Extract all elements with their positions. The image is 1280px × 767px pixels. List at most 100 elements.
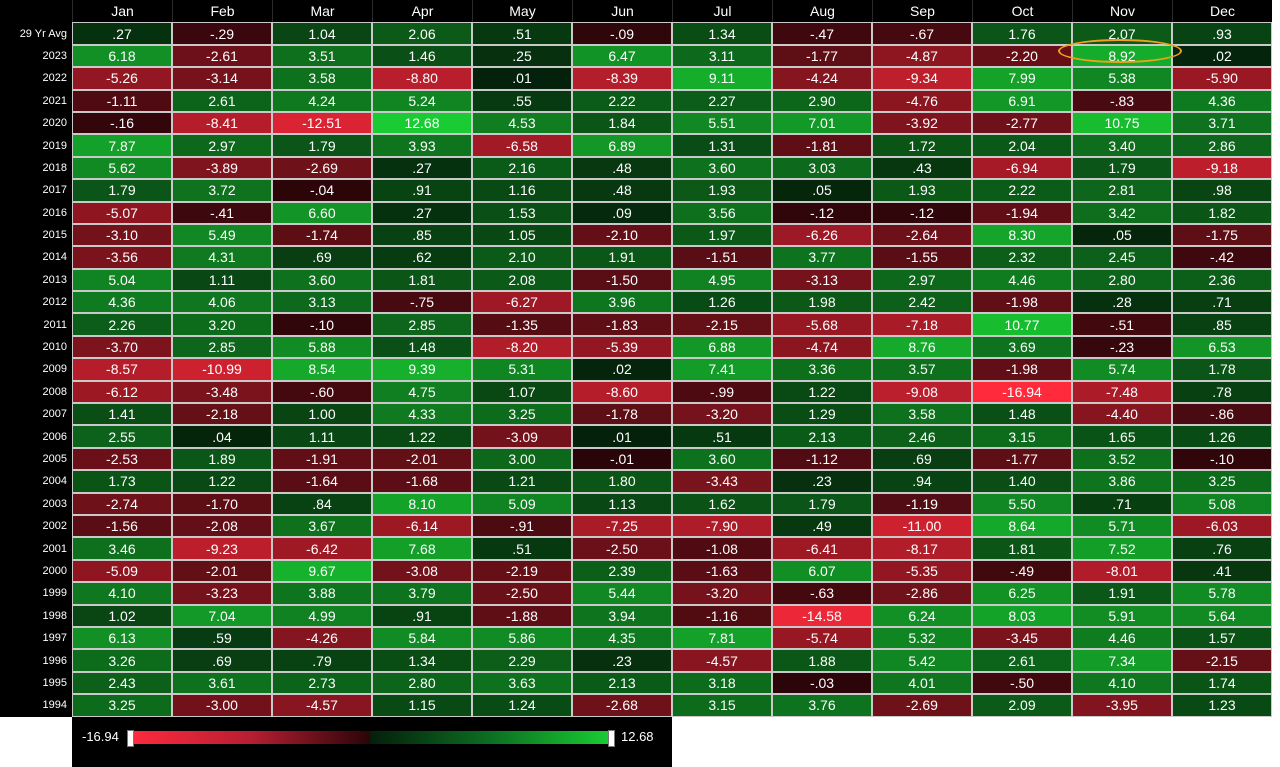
heatmap-cell: 5.24 bbox=[372, 89, 472, 112]
heatmap-cell: -4.57 bbox=[272, 694, 372, 717]
heatmap-cell: 2.22 bbox=[972, 179, 1072, 202]
row-label: 1995 bbox=[0, 671, 72, 695]
heatmap-cell: -7.25 bbox=[572, 514, 672, 538]
heatmap-cell: -1.83 bbox=[572, 313, 672, 336]
heatmap-cell: 3.51 bbox=[272, 44, 372, 68]
heatmap-cell: -.23 bbox=[1072, 335, 1172, 359]
row-label: 2013 bbox=[0, 268, 72, 292]
row-label: 1997 bbox=[0, 626, 72, 650]
row-label: 2016 bbox=[0, 201, 72, 224]
row-label: 2005 bbox=[0, 447, 72, 471]
heatmap-cell: .78 bbox=[1172, 380, 1272, 404]
heatmap-cell: 4.33 bbox=[372, 403, 472, 426]
heatmap-cell: 3.63 bbox=[472, 671, 572, 695]
heatmap-cell: 1.74 bbox=[1172, 671, 1272, 695]
row-label: 1999 bbox=[0, 582, 72, 605]
heatmap-cell: 2.85 bbox=[172, 335, 272, 359]
row-label: 2001 bbox=[0, 537, 72, 560]
legend-gradient-bar bbox=[130, 731, 610, 744]
row-label: 29 Yr Avg bbox=[0, 22, 72, 45]
heatmap-cell: 3.93 bbox=[372, 134, 472, 157]
heatmap-cell: 4.46 bbox=[1072, 626, 1172, 650]
row-label: 2015 bbox=[0, 223, 72, 247]
heatmap-cell: 9.39 bbox=[372, 358, 472, 381]
heatmap-cell: .27 bbox=[372, 156, 472, 180]
heatmap-cell: 7.34 bbox=[1072, 649, 1172, 672]
heatmap-cell: 1.81 bbox=[972, 537, 1072, 560]
legend-max-handle[interactable] bbox=[608, 730, 615, 747]
heatmap-cell: -3.20 bbox=[672, 403, 772, 426]
heatmap-cell: 5.84 bbox=[372, 626, 472, 650]
heatmap-cell: 3.67 bbox=[272, 514, 372, 538]
heatmap-cell: -.10 bbox=[1172, 447, 1272, 471]
heatmap-cell: .59 bbox=[172, 626, 272, 650]
heatmap-cell: 6.13 bbox=[72, 626, 172, 650]
heatmap-cell: -5.39 bbox=[572, 335, 672, 359]
heatmap-cell: -4.26 bbox=[272, 626, 372, 650]
heatmap-cell: 2.80 bbox=[372, 671, 472, 695]
heatmap-cell: -2.01 bbox=[172, 559, 272, 583]
heatmap-cell: .02 bbox=[572, 358, 672, 381]
heatmap-cell: 3.03 bbox=[772, 156, 872, 180]
heatmap-cell: 1.65 bbox=[1072, 425, 1172, 448]
heatmap-cell: 2.81 bbox=[1072, 179, 1172, 202]
heatmap-cell: -1.78 bbox=[572, 403, 672, 426]
heatmap-cell: 3.00 bbox=[472, 447, 572, 471]
heatmap-cell: 1.04 bbox=[272, 22, 372, 45]
heatmap-cell: 1.76 bbox=[972, 22, 1072, 45]
heatmap-cell: -3.09 bbox=[472, 425, 572, 448]
heatmap-cell: 5.32 bbox=[872, 626, 972, 650]
heatmap-cell: .23 bbox=[772, 470, 872, 493]
heatmap-cell: -12.51 bbox=[272, 111, 372, 135]
heatmap-cell: .49 bbox=[772, 514, 872, 538]
heatmap-cell: -6.26 bbox=[772, 223, 872, 247]
heatmap-cell: .91 bbox=[372, 604, 472, 627]
heatmap-cell: 5.08 bbox=[1172, 492, 1272, 515]
heatmap-cell: -.99 bbox=[672, 380, 772, 404]
heatmap-cell: -.86 bbox=[1172, 403, 1272, 426]
heatmap-cell: 1.26 bbox=[1172, 425, 1272, 448]
heatmap-cell: -.49 bbox=[972, 559, 1072, 583]
heatmap-cell: 2.13 bbox=[572, 671, 672, 695]
heatmap-cell: 3.42 bbox=[1072, 201, 1172, 224]
heatmap-cell: 3.26 bbox=[72, 649, 172, 672]
month-header: Apr bbox=[372, 0, 472, 23]
heatmap-cell: -1.68 bbox=[372, 470, 472, 493]
color-scale-legend: -16.94 12.68 bbox=[72, 717, 672, 767]
heatmap-cell: -6.03 bbox=[1172, 514, 1272, 538]
heatmap-cell: .91 bbox=[372, 179, 472, 202]
heatmap-cell: .27 bbox=[372, 201, 472, 224]
heatmap-cell: 6.53 bbox=[1172, 335, 1272, 359]
heatmap-cell: -1.51 bbox=[672, 246, 772, 269]
heatmap-cell: 2.73 bbox=[272, 671, 372, 695]
heatmap-cell: -.63 bbox=[772, 582, 872, 605]
legend-min-handle[interactable] bbox=[127, 730, 134, 747]
heatmap-cell: -2.64 bbox=[872, 223, 972, 247]
heatmap-cell: 7.81 bbox=[672, 626, 772, 650]
heatmap-cell: 2.09 bbox=[972, 694, 1072, 717]
row-label: 2012 bbox=[0, 291, 72, 314]
legend-min-label: -16.94 bbox=[82, 729, 119, 744]
heatmap-cell: -1.16 bbox=[672, 604, 772, 627]
heatmap-cell: -3.95 bbox=[1072, 694, 1172, 717]
heatmap-cell: 2.08 bbox=[472, 268, 572, 292]
heatmap-cell: -2.74 bbox=[72, 492, 172, 515]
month-header: Jun bbox=[572, 0, 672, 23]
heatmap-cell: .69 bbox=[172, 649, 272, 672]
heatmap-cell: -.75 bbox=[372, 291, 472, 314]
heatmap-cell: -3.23 bbox=[172, 582, 272, 605]
heatmap-cell: -1.70 bbox=[172, 492, 272, 515]
heatmap-cell: -3.00 bbox=[172, 694, 272, 717]
heatmap-cell: -5.09 bbox=[72, 559, 172, 583]
heatmap-cell: -7.18 bbox=[872, 313, 972, 336]
heatmap-cell: .71 bbox=[1172, 291, 1272, 314]
heatmap-cell: .71 bbox=[1072, 492, 1172, 515]
heatmap-cell: .69 bbox=[872, 447, 972, 471]
heatmap-cell: -9.08 bbox=[872, 380, 972, 404]
row-label: 2006 bbox=[0, 425, 72, 448]
heatmap-cell: -2.68 bbox=[572, 694, 672, 717]
heatmap-cell: -5.26 bbox=[72, 67, 172, 90]
heatmap-cell: 5.51 bbox=[672, 111, 772, 135]
heatmap-cell: -.83 bbox=[1072, 89, 1172, 112]
heatmap-cell: 1.22 bbox=[772, 380, 872, 404]
